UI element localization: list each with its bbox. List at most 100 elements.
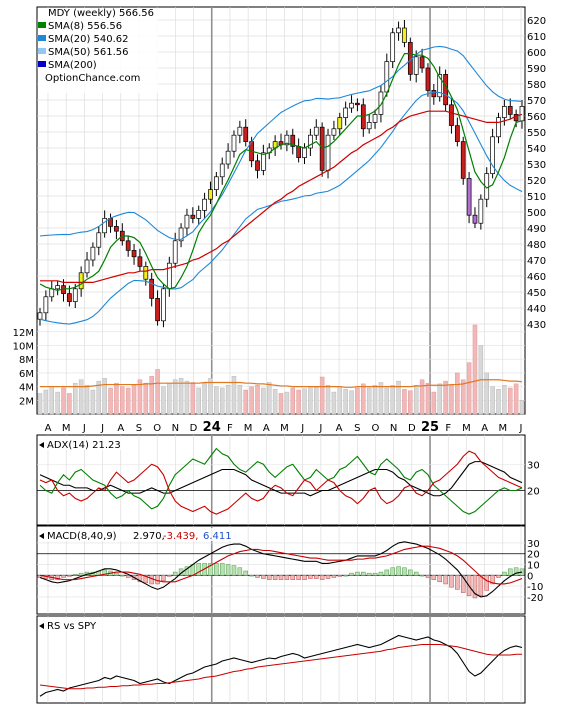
candle-body xyxy=(84,259,90,274)
volume-bar xyxy=(325,384,331,415)
adx-tick-label: 20 xyxy=(527,487,540,498)
macd-histogram-bar xyxy=(225,564,231,576)
macd-histogram-bar xyxy=(255,575,260,578)
macd-histogram-bar xyxy=(361,571,366,576)
volume-bar xyxy=(219,387,225,415)
volume-bar xyxy=(507,387,513,415)
x-axis-label: A xyxy=(263,423,270,434)
volume-bar xyxy=(125,387,131,415)
indicator-lines xyxy=(37,45,525,697)
candle-body xyxy=(72,288,78,302)
x-axis-label: F xyxy=(227,423,233,434)
macd-histogram-bar xyxy=(331,575,337,578)
volume-sma-line xyxy=(40,379,523,388)
candle-body xyxy=(366,122,372,130)
legend-swatch-sma8 xyxy=(38,22,46,28)
macd-histogram-bar xyxy=(413,571,419,576)
candle-body xyxy=(507,106,513,115)
volume-bar xyxy=(202,382,207,415)
volume-bar xyxy=(349,390,354,415)
macd-histogram-bar xyxy=(490,575,495,585)
volume-bar xyxy=(96,380,102,415)
legend-sma50: SMA(50) 561.56 xyxy=(48,47,129,58)
candle-body xyxy=(449,104,454,126)
volume-bar xyxy=(231,376,237,415)
volume-tick-label: 10M xyxy=(13,342,34,353)
candle-body xyxy=(243,126,249,142)
volume-bar xyxy=(143,382,149,415)
volume-bar xyxy=(167,382,172,415)
candle-body xyxy=(131,250,137,258)
macd-tick-label: 30 xyxy=(527,539,540,550)
macd-histogram-bar xyxy=(396,566,401,576)
x-axis-label: D xyxy=(408,423,416,434)
x-axis-label: M xyxy=(280,423,289,434)
volume-bar xyxy=(431,391,437,415)
macd-histogram-bar xyxy=(455,575,460,590)
macd-histogram-bar xyxy=(137,575,143,583)
price-tick-label: 430 xyxy=(527,320,546,331)
macd-histogram-bar xyxy=(355,571,360,576)
candle-body xyxy=(143,266,149,280)
macd-histogram-bar xyxy=(425,575,431,578)
macd-histogram-bar xyxy=(449,575,454,588)
price-tick-label: 460 xyxy=(527,272,546,283)
volume-bar xyxy=(243,389,248,415)
volume-bar xyxy=(266,382,272,415)
macd-histogram-bar xyxy=(390,567,395,576)
volume-bar xyxy=(443,380,448,415)
volume-bar xyxy=(196,387,201,415)
macd-histogram-bar xyxy=(408,569,413,576)
x-axis-label: N xyxy=(390,423,397,434)
adx-tick-label: 30 xyxy=(527,460,540,471)
volume-bar xyxy=(155,369,160,415)
candle-body xyxy=(255,160,260,171)
candle-body xyxy=(208,189,213,200)
volume-bar xyxy=(131,384,137,415)
volume-bar xyxy=(208,378,213,415)
x-axis-label: M xyxy=(244,423,253,434)
macd-histogram-bar xyxy=(472,575,478,599)
volume-bar xyxy=(472,324,478,415)
candle-body xyxy=(390,32,396,62)
volume-bar xyxy=(361,383,366,415)
macd-histogram-bar xyxy=(55,575,60,580)
candle-body xyxy=(396,27,401,34)
macd-histogram-bar xyxy=(161,575,166,581)
volume-bar xyxy=(314,387,319,415)
volume-bar xyxy=(308,386,313,415)
volume-bar xyxy=(466,362,472,415)
candle-body xyxy=(413,56,419,75)
macd-histogram-bar xyxy=(196,563,201,576)
rs-label: RS vs SPY xyxy=(47,621,97,632)
volume-bar xyxy=(73,382,78,415)
volume-bar xyxy=(402,389,407,415)
macd-histogram-bar xyxy=(78,572,84,576)
macd-histogram-bar xyxy=(214,563,219,576)
candle-body xyxy=(478,198,484,224)
price-tick-label: 590 xyxy=(527,64,546,75)
macd-histogram-bar xyxy=(431,575,437,580)
volume-bar xyxy=(437,383,442,415)
volume-bar xyxy=(261,387,266,415)
macd-histogram-bar xyxy=(302,575,307,580)
candle-body xyxy=(472,214,478,224)
volume-bar xyxy=(84,384,90,415)
macd-histogram-bar xyxy=(231,565,237,576)
macd-tick-label: 10 xyxy=(527,561,540,572)
candle-body xyxy=(155,298,160,322)
x-axis-label: J xyxy=(82,423,86,434)
x-axis-label: M xyxy=(498,423,507,434)
volume-bar xyxy=(114,382,119,415)
candle-body xyxy=(219,163,225,178)
macd-histogram-bar xyxy=(343,575,348,577)
candle-body xyxy=(96,232,102,248)
macd-histogram-bar xyxy=(478,575,484,597)
macd-histogram-bar xyxy=(172,571,178,576)
price-tick-label: 470 xyxy=(527,256,546,267)
price-tick-label: 520 xyxy=(527,176,546,187)
volume-bar xyxy=(284,391,290,415)
x-axis-label: 24 xyxy=(203,420,221,435)
candle-body xyxy=(49,288,55,298)
candle-body xyxy=(37,312,43,320)
